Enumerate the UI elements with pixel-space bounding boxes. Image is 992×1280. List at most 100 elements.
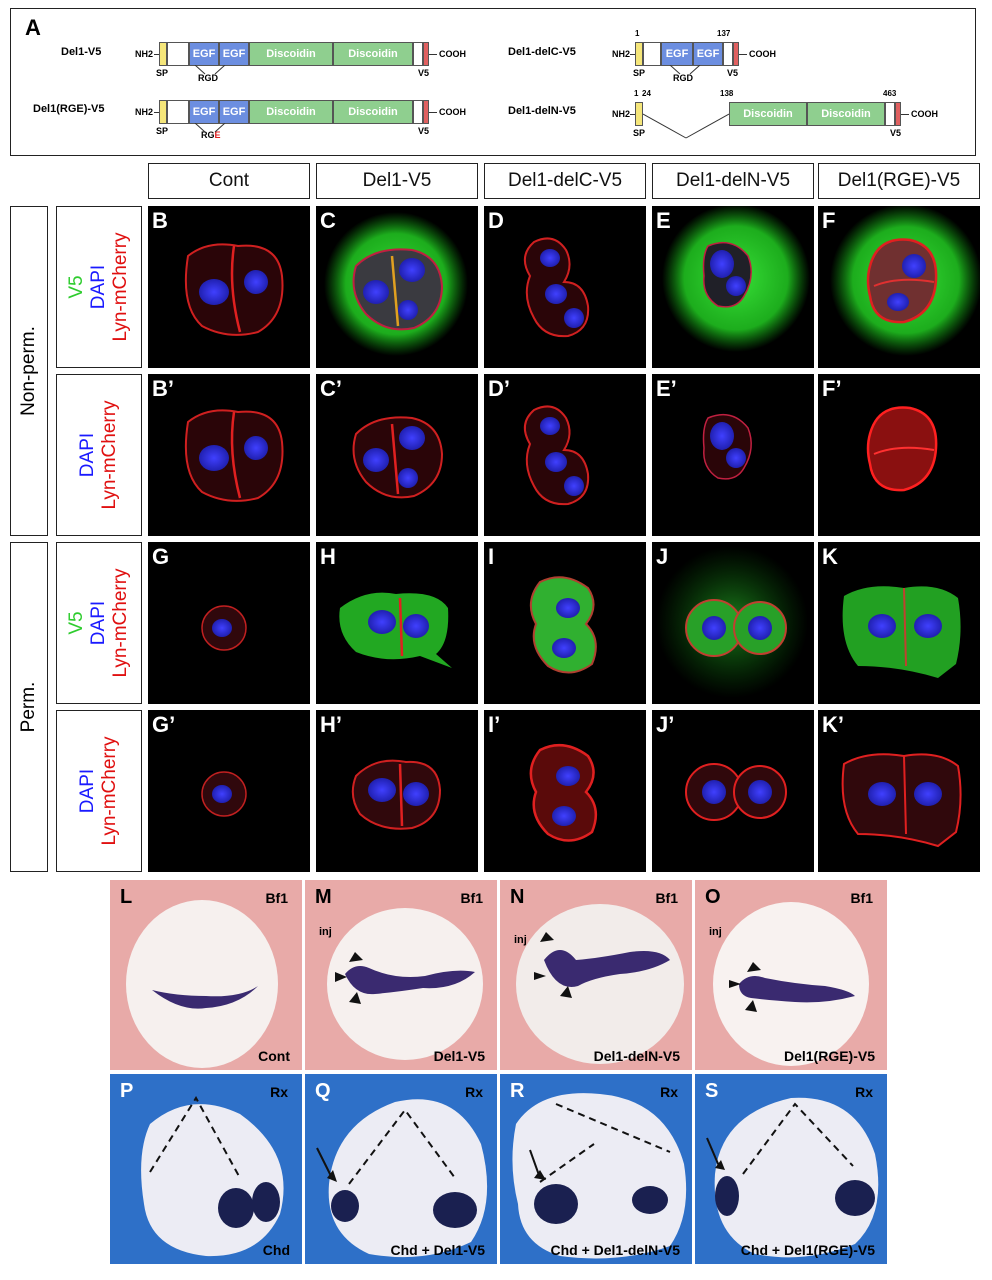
marker-label: Bf1 — [850, 890, 873, 906]
position-1-label: 1 — [634, 89, 639, 98]
cell-image — [529, 743, 598, 842]
egf-segment: EGF — [661, 42, 693, 66]
v5-label: V5 — [890, 128, 902, 138]
v5-tag-segment — [423, 42, 429, 66]
blank-segment — [413, 100, 423, 124]
construct-name-del1-v5: Del1-V5 — [61, 46, 102, 58]
nh2-label: NH2 — [135, 49, 154, 59]
blank-segment — [413, 42, 423, 66]
panel-letter: S — [705, 1080, 719, 1102]
injected-side-label: inj — [319, 926, 332, 938]
embryo-image — [327, 908, 483, 1060]
egf-segment: EGF — [693, 42, 723, 66]
nh2-label: NH2 — [135, 107, 154, 117]
cell-image — [529, 576, 597, 674]
signal-peptide-segment — [635, 102, 643, 126]
cell-image — [662, 206, 810, 352]
rgd-pointer-lines — [194, 65, 226, 75]
panel-a-construct-diagrams: A Del1-V5 NH2 EGF EGF Discoidin Discoidi… — [10, 8, 976, 156]
rgd-motif-label: RGD — [673, 73, 693, 83]
panel-letter: C’ — [320, 376, 342, 401]
signal-peptide-segment — [635, 42, 643, 66]
cell-image — [184, 243, 284, 336]
panel-letter: P — [120, 1080, 134, 1102]
cooh-label: COOH — [911, 109, 938, 119]
cooh-label: COOH — [439, 49, 466, 59]
panel-letter: M — [315, 886, 332, 908]
condition-label: Chd + Del1(RGE)-V5 — [740, 1242, 875, 1258]
stain-v5-label: V5 — [66, 275, 87, 299]
panel-letter: C — [320, 208, 336, 233]
embryo-image — [706, 1097, 879, 1258]
embryo-panel-m: M Bf1 inj Del1-V5 — [305, 880, 497, 1070]
injected-side-label: inj — [514, 934, 527, 946]
perm-label: Perm. — [18, 681, 39, 733]
cell-image — [201, 605, 247, 651]
panel-letter: N — [510, 886, 525, 908]
panel-letter: K’ — [822, 712, 844, 737]
panel-letter: H’ — [320, 712, 342, 737]
cell-image — [339, 592, 452, 668]
embryo-image — [126, 900, 278, 1068]
column-header-cont: Cont — [148, 163, 310, 199]
discoidin-segment: Discoidin — [333, 100, 413, 124]
panel-letter: F — [822, 208, 836, 233]
panel-letter: G — [152, 544, 170, 569]
position-463-label: 463 — [883, 89, 897, 98]
panel-letter: J’ — [656, 712, 675, 737]
condition-label: Cont — [258, 1048, 290, 1064]
condition-label: Del1-V5 — [433, 1048, 485, 1064]
embryo-image — [713, 902, 869, 1066]
column-header-del1-delc-v5: Del1-delC-V5 — [484, 163, 646, 199]
embryo-panel-p: P Rx Chd — [110, 1074, 302, 1264]
blank-segment — [723, 42, 733, 66]
micrograph-j-prime: J’ — [652, 710, 814, 872]
marker-label: Rx — [660, 1084, 678, 1100]
panel-letter: I’ — [488, 712, 501, 737]
marker-label: Bf1 — [655, 890, 678, 906]
cell-image — [351, 759, 442, 830]
stain-lyn-label: Lyn-mCherry — [110, 232, 131, 342]
discoidin-segment: Discoidin — [249, 100, 333, 124]
condition-label: Del1(RGE)-V5 — [783, 1048, 875, 1064]
panel-letter: I — [488, 544, 495, 569]
stain-lyn-label: Lyn-mCherry — [110, 568, 131, 678]
sp-label: SP — [156, 68, 169, 78]
cell-image — [201, 771, 247, 817]
rgd-pointer-lines — [669, 65, 701, 75]
blank-segment — [167, 42, 189, 66]
stain-label-row4: DAPI Lyn-mCherry — [56, 710, 142, 872]
stain-label-row3: V5 DAPI Lyn-mCherry — [56, 542, 142, 704]
cell-image — [523, 405, 590, 506]
construct-name-del1-delc-v5: Del1-delC-V5 — [508, 46, 576, 58]
cell-image — [656, 546, 808, 698]
egf-segment: EGF — [189, 42, 219, 66]
column-header-del1-v5: Del1-V5 — [316, 163, 478, 199]
cell-image — [352, 416, 444, 499]
condition-label: Chd + Del1-V5 — [390, 1242, 485, 1258]
panel-letter: J — [656, 544, 669, 569]
egf-segment: EGF — [189, 100, 219, 124]
panel-letter: B’ — [152, 376, 174, 401]
stain-dapi-label: DAPI — [77, 432, 98, 478]
micrograph-h: H — [316, 542, 478, 704]
condition-label: Del1-delN-V5 — [593, 1048, 680, 1064]
embryo-panel-r: R Rx Chd + Del1-delN-V5 — [500, 1074, 692, 1264]
construct-name-del1-deln-v5: Del1-delN-V5 — [508, 105, 576, 117]
v5-label: V5 — [418, 68, 430, 78]
position-1-label: 1 — [635, 29, 640, 38]
blank-segment — [167, 100, 189, 124]
sp-label: SP — [156, 126, 169, 136]
cell-image — [523, 237, 590, 338]
discoidin-segment: Discoidin — [729, 102, 807, 126]
micrograph-e-prime: E’ — [652, 374, 814, 536]
stain-label-row1: V5 DAPI Lyn-mCherry — [56, 206, 142, 368]
embryo-image — [316, 1099, 488, 1258]
panel-letter: L — [120, 886, 133, 908]
stain-v5-label: V5 — [66, 611, 87, 635]
cell-image — [324, 212, 468, 356]
embryo-image — [516, 904, 684, 1064]
cell-image — [842, 586, 961, 678]
cell-image — [685, 763, 787, 821]
construct-name-del1-rge-v5: Del1(RGE)-V5 — [33, 103, 105, 115]
